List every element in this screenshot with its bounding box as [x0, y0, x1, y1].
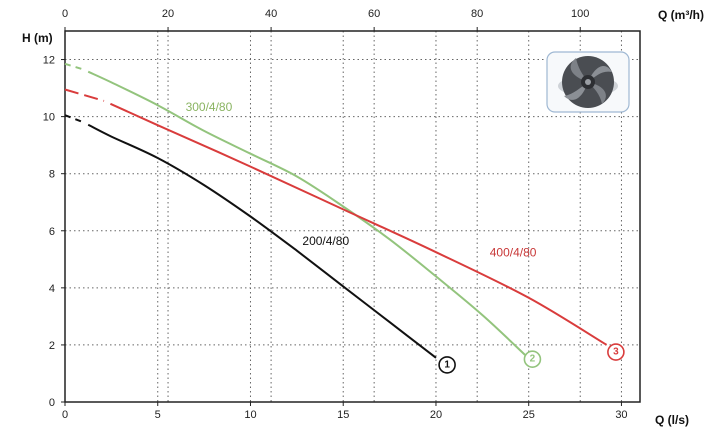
- y-tick-label: 2: [49, 340, 55, 352]
- x-tick-label: 0: [62, 409, 68, 421]
- x-tick-label: 20: [430, 409, 442, 421]
- impeller-image: [546, 51, 630, 113]
- y-tick-label: 8: [49, 169, 55, 181]
- series-2-curve: [87, 70, 526, 356]
- series-2-end-marker: [523, 350, 542, 368]
- y-tick-label: 12: [43, 55, 55, 67]
- x2-tick-label: 40: [265, 8, 277, 20]
- y-tick-label: 10: [43, 112, 55, 124]
- series-3-dashed-segment: [64, 88, 105, 102]
- x-axis-title: Q (l/s): [655, 413, 689, 427]
- plot-frame: [64, 30, 641, 403]
- x2-tick-label: 20: [162, 8, 174, 20]
- x2-tick-label: 0: [62, 8, 68, 20]
- x-tick-label: 30: [615, 409, 627, 421]
- x-tick-label: 10: [244, 409, 256, 421]
- series-labels: 200/4/80 1 300/4/80 2 400/4/80 3: [186, 100, 625, 374]
- series-1-dashed-segment: [64, 114, 84, 124]
- x2-tick-label: 60: [368, 8, 380, 20]
- series-3-end-marker: [607, 343, 625, 361]
- series-1-label: 200/4/80: [302, 234, 349, 248]
- grid: [65, 31, 640, 402]
- series-3-curve: [109, 102, 608, 346]
- series-2-dashed-segment: [64, 62, 84, 71]
- series-3-end-marker-number: 3: [613, 347, 619, 358]
- x2-tick-label: 100: [571, 8, 589, 20]
- x-tick-label: 25: [523, 409, 535, 421]
- series-2-end-marker-number: 2: [530, 354, 536, 365]
- series-1-end-marker: [438, 356, 456, 374]
- series-1-end-marker-number: 1: [444, 359, 450, 370]
- series-1-curve: [87, 123, 437, 359]
- series-2-label: 300/4/80: [186, 100, 233, 114]
- y-tick-label: 6: [49, 226, 55, 238]
- x2-tick-label: 80: [471, 8, 483, 20]
- y-tick-label: 4: [49, 283, 55, 295]
- series-3-label: 400/4/80: [490, 245, 537, 259]
- x2-axis-title: Q (m³/h): [658, 8, 704, 22]
- y-axis-title: H (m): [22, 31, 53, 45]
- series-lines: [64, 62, 608, 359]
- y-tick-label: 0: [49, 397, 55, 409]
- x-tick-label: 5: [155, 409, 161, 421]
- x-tick-label: 15: [337, 409, 349, 421]
